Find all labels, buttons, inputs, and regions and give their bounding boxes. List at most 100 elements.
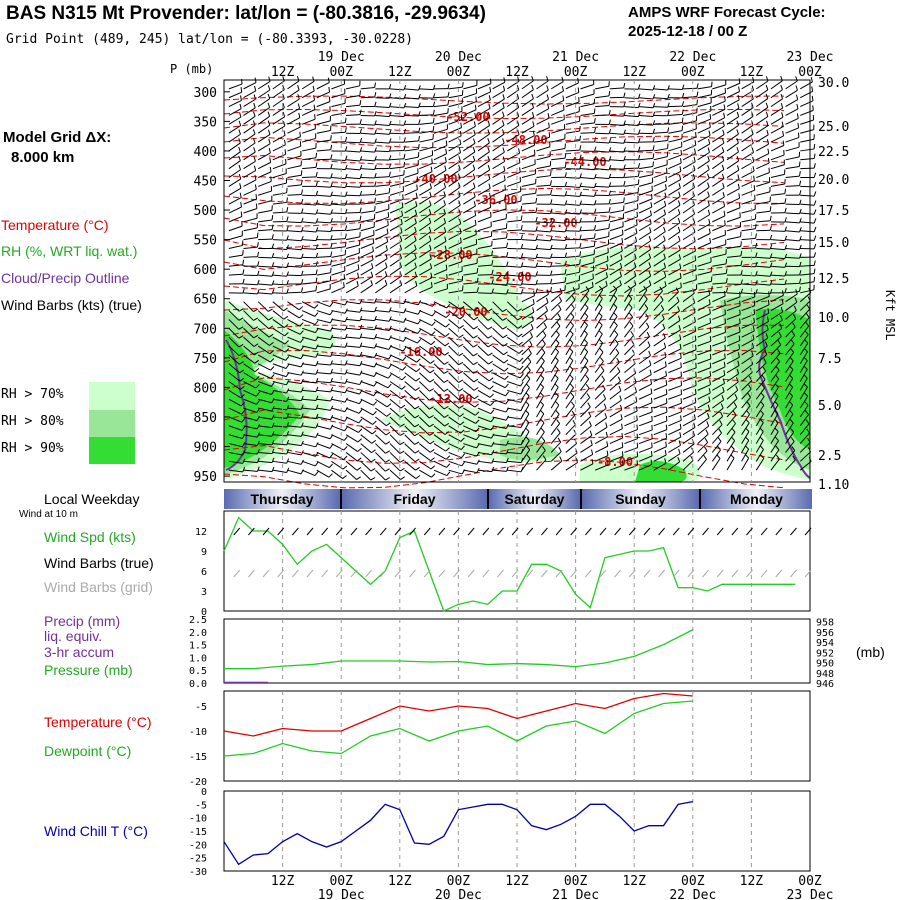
wind-barb-shaft [316, 110, 331, 116]
wind-barb [712, 220, 726, 232]
wind-barb-feather [330, 351, 334, 357]
wind-barb-feather [665, 433, 668, 439]
wind-barb-feather [399, 253, 402, 259]
wind-barb-shaft [345, 398, 360, 405]
wind-barb-feather [271, 262, 275, 268]
wind-barb [712, 370, 726, 382]
wind-barb [668, 415, 682, 427]
wind-barb [404, 434, 420, 445]
wind-barb [228, 288, 245, 294]
wind-barb-shaft [272, 265, 287, 268]
wind-barb-shaft [477, 363, 490, 373]
wind-barb-shaft [770, 89, 783, 99]
wind-barb-shaft [580, 333, 588, 347]
wind-barb-shaft [756, 143, 769, 152]
wind-barb [331, 155, 348, 161]
wind-barb [609, 189, 626, 196]
wind-barb-feather [548, 122, 550, 128]
wind-barb [800, 209, 817, 215]
wind-barb [433, 407, 449, 418]
wind-barb [712, 210, 726, 223]
wind-barb [477, 327, 493, 339]
wind-barb-shaft [477, 206, 491, 214]
wind-barb-feather [506, 440, 509, 446]
wind-barb [551, 252, 568, 258]
wind-barb-feather [300, 170, 303, 176]
wind-barb-shaft [477, 142, 490, 152]
wind-barb-feather [720, 403, 724, 409]
wind-barb-shaft [595, 227, 610, 232]
wind-barb-feather [501, 111, 505, 117]
wind-barb-shaft [521, 89, 534, 99]
wind-barb-shaft [726, 197, 740, 205]
wind-barb [258, 234, 274, 241]
wind-barb-feather [752, 326, 755, 332]
wind-barb-shaft [375, 301, 390, 304]
wind-barb-feather [755, 289, 758, 295]
wind-barb [331, 282, 345, 294]
wind-barb-feather [650, 202, 653, 208]
wind-barb-shaft [301, 90, 315, 99]
wind-barb-shaft [433, 178, 447, 187]
wind-barb-feather [446, 303, 451, 309]
wind-barb-feather [414, 253, 417, 259]
wind-barb-feather [520, 280, 524, 286]
wind-barb-feather [721, 146, 725, 152]
wind-barb [375, 335, 392, 341]
wind-barb [492, 415, 510, 421]
wind-barb-shaft [653, 97, 668, 100]
wind-barb [463, 96, 477, 108]
wind-barb-shaft [668, 393, 682, 400]
wind-barb-shaft [287, 145, 301, 152]
wind-barb-feather [650, 379, 653, 385]
wind-barb [448, 443, 465, 451]
wind-barb-feather [315, 369, 319, 375]
wind-barb-feather [357, 447, 362, 452]
wind-barb-feather [738, 193, 741, 199]
wind-barb [331, 369, 348, 375]
wind-barb-feather [696, 83, 699, 89]
wind-barb [668, 343, 682, 356]
wind-barb [565, 106, 580, 116]
wind-barb-feather [652, 111, 656, 117]
wind-barb-shaft [419, 301, 433, 307]
wind-barb [521, 140, 536, 152]
wind-barb [639, 120, 656, 126]
wind-barb-shaft [668, 162, 682, 170]
wind-barb-feather [399, 432, 405, 437]
wind-barb-shaft [287, 291, 302, 294]
wind-barb [462, 363, 479, 374]
wind-barb [697, 345, 712, 356]
wind-barb-feather [745, 418, 750, 424]
wind-barb [404, 381, 420, 391]
wind-barb [580, 191, 597, 197]
wind-barb-shaft [521, 202, 536, 205]
wind-barb [770, 279, 787, 286]
wind-barb-feather [794, 297, 798, 303]
wind-barb-feather [253, 156, 256, 162]
wind-barb-shaft [477, 389, 491, 398]
wind-barb [302, 277, 318, 285]
wind-barb [433, 264, 448, 276]
wind-barb [565, 97, 580, 108]
wind-barb-shaft [287, 239, 302, 242]
wind-barb-feather [623, 92, 626, 98]
wind-barb-shaft [799, 81, 813, 90]
wind-barb-feather [631, 340, 635, 346]
wind-barb [595, 147, 612, 153]
wind-barb-shaft [668, 287, 682, 294]
wind-barb [419, 191, 432, 205]
wind-barb [477, 279, 494, 285]
wind-barb-feather [795, 94, 799, 100]
wind-barb-feather [344, 397, 348, 403]
wind-barb [331, 257, 346, 267]
wind-barb-shaft [404, 240, 417, 249]
wind-barb [492, 213, 507, 223]
wind-barb-feather [813, 191, 817, 197]
wind-barb-shaft [331, 262, 346, 267]
wind-barb [360, 129, 377, 135]
wind-barb-shaft [258, 219, 273, 223]
wind-barb [682, 388, 697, 400]
wind-barb-feather [664, 361, 667, 367]
wind-barb [668, 217, 681, 232]
